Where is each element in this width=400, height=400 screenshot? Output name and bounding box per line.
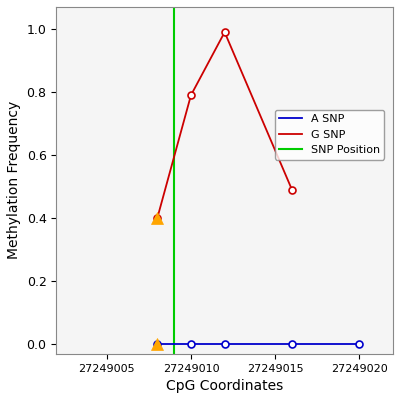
X-axis label: CpG Coordinates: CpG Coordinates [166, 379, 283, 393]
Y-axis label: Methylation Frequency: Methylation Frequency [7, 101, 21, 260]
Legend: A SNP, G SNP, SNP Position: A SNP, G SNP, SNP Position [275, 110, 384, 160]
